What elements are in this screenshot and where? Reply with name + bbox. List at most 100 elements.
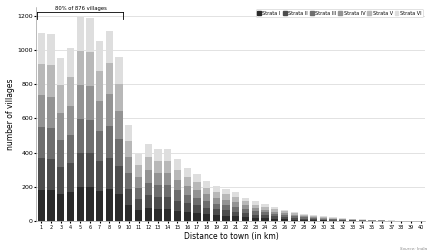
- Bar: [261, 209, 268, 212]
- Bar: [348, 219, 355, 220]
- Bar: [67, 106, 74, 135]
- Bar: [338, 218, 346, 219]
- Bar: [203, 194, 210, 201]
- Bar: [77, 153, 84, 187]
- Bar: [105, 94, 113, 126]
- Bar: [125, 141, 132, 157]
- Bar: [232, 197, 239, 202]
- Bar: [241, 201, 249, 205]
- Bar: [270, 219, 278, 221]
- Bar: [241, 205, 249, 209]
- Bar: [203, 187, 210, 194]
- Bar: [203, 201, 210, 208]
- Bar: [135, 210, 142, 221]
- Bar: [280, 211, 287, 213]
- Bar: [251, 211, 258, 215]
- Bar: [115, 111, 123, 139]
- Bar: [193, 190, 200, 198]
- Bar: [47, 97, 55, 128]
- Bar: [96, 131, 103, 161]
- Bar: [173, 180, 181, 190]
- Bar: [241, 209, 249, 213]
- Bar: [47, 34, 55, 66]
- Bar: [232, 216, 239, 221]
- Bar: [154, 173, 161, 185]
- Bar: [77, 17, 84, 51]
- Bar: [183, 195, 190, 203]
- Bar: [290, 215, 297, 216]
- Bar: [319, 216, 326, 217]
- Bar: [96, 101, 103, 131]
- Bar: [212, 209, 219, 215]
- Bar: [222, 194, 229, 200]
- Bar: [338, 220, 346, 221]
- Bar: [115, 57, 123, 84]
- Bar: [193, 213, 200, 221]
- Bar: [37, 64, 45, 96]
- Bar: [67, 48, 74, 77]
- Bar: [319, 217, 326, 218]
- Bar: [96, 41, 103, 71]
- Bar: [183, 186, 190, 195]
- Bar: [57, 140, 64, 167]
- Bar: [290, 216, 297, 218]
- Text: Source: India: Source: India: [399, 247, 426, 251]
- Bar: [309, 215, 316, 216]
- Bar: [154, 197, 161, 209]
- Bar: [251, 218, 258, 221]
- Bar: [144, 183, 151, 196]
- Bar: [309, 218, 316, 219]
- Bar: [212, 198, 219, 204]
- Bar: [164, 197, 171, 209]
- Bar: [173, 190, 181, 201]
- Bar: [241, 217, 249, 221]
- Bar: [309, 219, 316, 220]
- Bar: [290, 213, 297, 215]
- Bar: [115, 166, 123, 194]
- Bar: [280, 219, 287, 221]
- Bar: [251, 205, 258, 208]
- Bar: [241, 213, 249, 217]
- Bar: [290, 212, 297, 213]
- Bar: [37, 158, 45, 190]
- Y-axis label: number of villages: number of villages: [6, 78, 15, 150]
- Bar: [86, 52, 93, 86]
- Bar: [57, 194, 64, 221]
- Bar: [300, 215, 307, 216]
- Bar: [319, 218, 326, 219]
- Bar: [212, 215, 219, 221]
- Bar: [183, 177, 190, 186]
- Bar: [222, 200, 229, 205]
- Bar: [154, 209, 161, 221]
- Bar: [232, 207, 239, 212]
- Bar: [193, 205, 200, 213]
- Bar: [280, 217, 287, 219]
- Bar: [115, 84, 123, 111]
- Bar: [290, 218, 297, 219]
- Bar: [329, 217, 336, 218]
- Bar: [67, 77, 74, 106]
- Bar: [115, 139, 123, 166]
- Bar: [270, 209, 278, 212]
- Bar: [173, 211, 181, 221]
- Bar: [222, 189, 229, 194]
- Bar: [77, 119, 84, 153]
- Bar: [319, 219, 326, 220]
- Bar: [261, 212, 268, 215]
- Bar: [270, 216, 278, 219]
- Bar: [135, 154, 142, 166]
- Bar: [57, 85, 64, 113]
- Bar: [37, 190, 45, 221]
- Bar: [86, 153, 93, 187]
- Bar: [270, 214, 278, 216]
- Bar: [183, 212, 190, 221]
- Bar: [125, 205, 132, 221]
- Bar: [115, 194, 123, 221]
- Bar: [212, 204, 219, 209]
- Bar: [251, 215, 258, 218]
- Bar: [261, 204, 268, 207]
- Bar: [154, 149, 161, 161]
- Bar: [270, 212, 278, 214]
- Bar: [173, 170, 181, 180]
- Bar: [47, 128, 55, 159]
